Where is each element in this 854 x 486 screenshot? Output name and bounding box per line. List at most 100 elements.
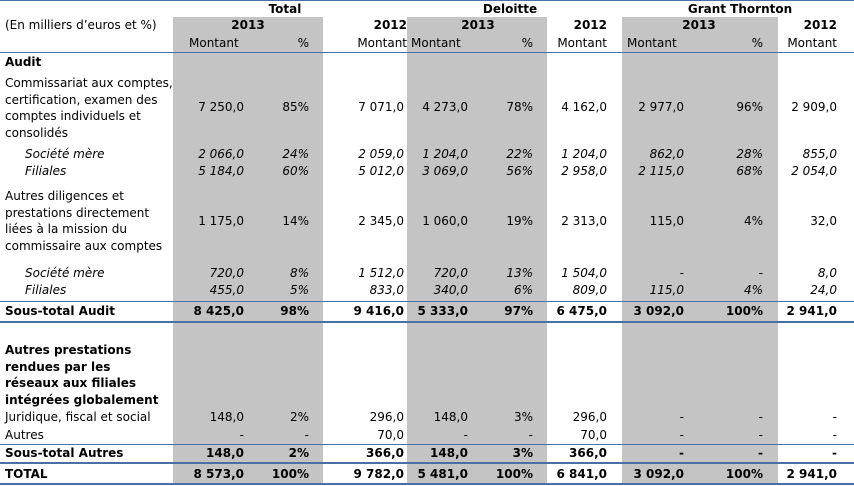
- row-10-value-6: 3 092,0: [633, 467, 684, 481]
- row-8-value-7: -: [758, 428, 763, 442]
- row-0-value-4: 78%: [506, 100, 533, 114]
- row-9-value-8: -: [832, 446, 837, 460]
- row-0-value-0: 7 250,0: [198, 100, 244, 114]
- row-8-value-5: 70,0: [580, 428, 607, 442]
- row-2-label: Filiales: [25, 164, 67, 178]
- row-3-value-3: 1 060,0: [422, 214, 468, 228]
- row-9-value-3: 148,0: [430, 446, 468, 460]
- group-deloitte: Deloitte: [482, 2, 538, 16]
- row-7-value-0: 148,0: [209, 410, 244, 424]
- row-10-value-1: 100%: [271, 467, 309, 481]
- row-6-label: Sous-total Audit: [5, 304, 115, 318]
- row-7-value-5: 296,0: [572, 410, 607, 424]
- row-8-value-1: -: [304, 428, 309, 442]
- rule-header: [0, 52, 854, 53]
- row-2-value-3: 3 069,0: [422, 164, 468, 178]
- row-1-value-3: 1 204,0: [422, 147, 468, 161]
- subhead-deloitte-montant: Montant: [411, 36, 461, 50]
- row-8-value-4: -: [528, 428, 533, 442]
- row-1-value-8: 855,0: [802, 147, 837, 161]
- row-10-value-2: 9 782,0: [353, 467, 404, 481]
- row-0-label: Commissariat aux comptes, certification,…: [5, 76, 173, 140]
- row-6-value-1: 98%: [280, 304, 309, 318]
- row-3-value-0: 1 175,0: [198, 214, 244, 228]
- row-3-value-2: 2 345,0: [358, 214, 404, 228]
- row-6-value-8: 2 941,0: [786, 304, 837, 318]
- row-6-value-4: 97%: [504, 304, 533, 318]
- row-6-value-7: 100%: [725, 304, 763, 318]
- year-total-2013: 2013: [231, 18, 265, 32]
- row-2-value-5: 2 958,0: [561, 164, 607, 178]
- row-3-label: Autres diligences et prestations directe…: [5, 189, 163, 253]
- row-4-label: Société mère: [25, 266, 105, 280]
- row-5-value-8: 24,0: [810, 283, 837, 297]
- row-0-value-1: 85%: [282, 100, 309, 114]
- row-4-value-8: 8,0: [817, 266, 837, 280]
- row-1-value-7: 28%: [736, 147, 763, 161]
- row-10-label: TOTAL: [5, 467, 48, 481]
- row-4-value-3: 720,0: [433, 266, 468, 280]
- row-6-value-2: 9 416,0: [353, 304, 404, 318]
- row-1-value-0: 2 066,0: [198, 147, 244, 161]
- row-5-label: Filiales: [25, 283, 67, 297]
- shade-gt-2013: [622, 17, 778, 483]
- row-8-label: Autres: [5, 428, 44, 442]
- row-4-value-5: 1 504,0: [561, 266, 607, 280]
- row-2-value-8: 2 054,0: [791, 164, 837, 178]
- row-9-value-7: -: [758, 446, 763, 460]
- row-6-value-6: 3 092,0: [633, 304, 684, 318]
- row-0-value-5: 4 162,0: [561, 100, 607, 114]
- row-3-value-5: 2 313,0: [561, 214, 607, 228]
- row-1-value-4: 22%: [506, 147, 533, 161]
- row-3-value-8: 32,0: [810, 214, 837, 228]
- row-7-label: Juridique, fiscal et social: [5, 410, 151, 424]
- row-1-value-6: 862,0: [649, 147, 684, 161]
- row-0-value-2: 7 071,0: [358, 100, 404, 114]
- subhead-total-2012-montant: Montant: [357, 36, 407, 50]
- row-10-value-7: 100%: [725, 467, 763, 481]
- row-2-value-0: 5 184,0: [198, 164, 244, 178]
- row-5-value-1: 5%: [289, 283, 309, 297]
- row-3-value-4: 19%: [506, 214, 533, 228]
- row-5-value-6: 115,0: [649, 283, 684, 297]
- row-3-value-1: 14%: [282, 214, 309, 228]
- subhead-gt-2012-montant: Montant: [787, 36, 837, 50]
- row-0-value-6: 2 977,0: [638, 100, 684, 114]
- row-1-value-2: 2 059,0: [358, 147, 404, 161]
- group-grant-thornton: Grant Thornton: [687, 2, 793, 16]
- row-8-value-6: -: [679, 428, 684, 442]
- row-2-value-2: 5 012,0: [358, 164, 404, 178]
- row-10-value-4: 100%: [495, 467, 533, 481]
- row-10-value-8: 2 941,0: [786, 467, 837, 481]
- row-0-value-3: 4 273,0: [422, 100, 468, 114]
- rule-other-bottom: [0, 462, 854, 464]
- year-gt-2013: 2013: [682, 18, 716, 32]
- row-9-value-1: 2%: [288, 446, 309, 460]
- row-6-value-3: 5 333,0: [417, 304, 468, 318]
- row-9-value-4: 3%: [512, 446, 533, 460]
- row-9-value-0: 148,0: [206, 446, 244, 460]
- subhead-gt-montant: Montant: [627, 36, 677, 50]
- row-1-value-1: 24%: [282, 147, 309, 161]
- row-7-value-1: 2%: [289, 410, 309, 424]
- subhead-deloitte-pct: %: [521, 36, 533, 50]
- row-2-value-4: 56%: [506, 164, 533, 178]
- year-deloitte-2013: 2013: [461, 18, 495, 32]
- row-7-value-4: 3%: [513, 410, 533, 424]
- row-0-value-7: 96%: [736, 100, 763, 114]
- subhead-gt-pct: %: [751, 36, 763, 50]
- rule-top: [0, 0, 854, 1]
- row-3-value-7: 4%: [743, 214, 763, 228]
- row-0-value-8: 2 909,0: [791, 100, 837, 114]
- row-2-value-6: 2 115,0: [638, 164, 684, 178]
- row-10-value-5: 6 841,0: [556, 467, 607, 481]
- row-5-value-2: 833,0: [369, 283, 404, 297]
- row-4-value-1: 8%: [289, 266, 309, 280]
- section-other-title: Autres prestations rendues par les résea…: [5, 343, 159, 407]
- row-8-value-8: -: [832, 428, 837, 442]
- rule-other-top: [0, 444, 854, 445]
- row-4-value-6: -: [679, 266, 684, 280]
- row-7-value-2: 296,0: [369, 410, 404, 424]
- row-1-value-5: 1 204,0: [561, 147, 607, 161]
